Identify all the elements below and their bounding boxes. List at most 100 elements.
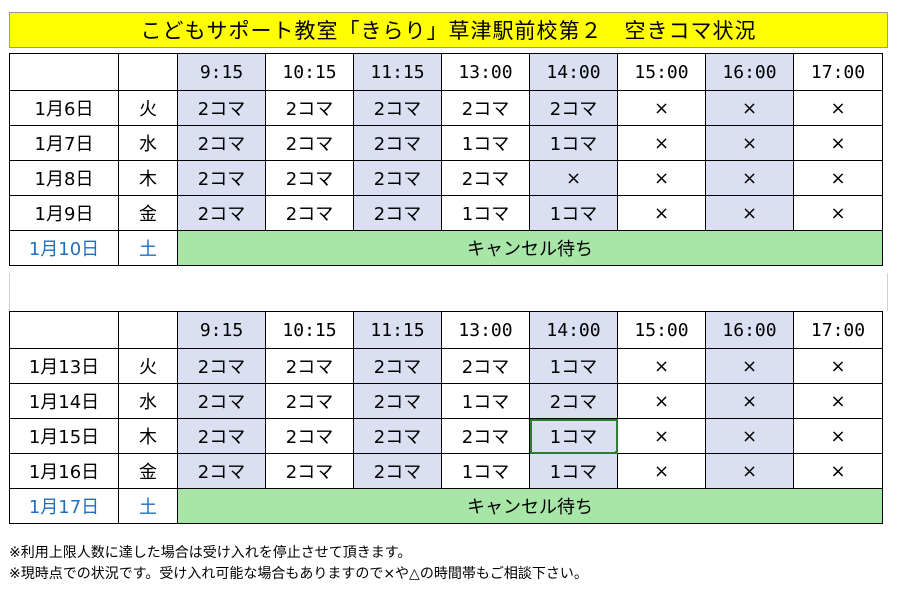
- slot-cell[interactable]: 2コマ: [529, 383, 618, 419]
- slot-cell[interactable]: ×: [617, 348, 706, 384]
- slot-cell[interactable]: 2コマ: [353, 418, 442, 454]
- slot-cell[interactable]: 2コマ: [353, 383, 442, 419]
- slot-cell[interactable]: ×: [793, 160, 883, 196]
- slot-cell[interactable]: ×: [529, 160, 618, 196]
- date-cell[interactable]: 1月7日: [9, 125, 119, 161]
- slot-cell[interactable]: 2コマ: [177, 348, 266, 384]
- day-of-week-cell[interactable]: 火: [118, 348, 178, 384]
- slot-cell[interactable]: 2コマ: [177, 90, 266, 126]
- slot-cell[interactable]: 2コマ: [441, 418, 530, 454]
- time-header-cell[interactable]: 17:00: [793, 311, 883, 349]
- day-of-week-cell[interactable]: 火: [118, 90, 178, 126]
- slot-cell[interactable]: ×: [617, 453, 706, 489]
- time-header-cell[interactable]: 15:00: [617, 53, 706, 91]
- slot-cell[interactable]: ×: [793, 383, 883, 419]
- slot-cell[interactable]: ×: [793, 195, 883, 231]
- slot-cell[interactable]: 2コマ: [529, 90, 618, 126]
- slot-cell[interactable]: 1コマ: [441, 195, 530, 231]
- time-header-cell[interactable]: 16:00: [705, 53, 794, 91]
- date-cell[interactable]: 1月13日: [9, 348, 119, 384]
- slot-cell[interactable]: 1コマ: [441, 125, 530, 161]
- time-header-cell[interactable]: 10:15: [265, 311, 354, 349]
- time-header-cell[interactable]: 14:00: [529, 53, 618, 91]
- slot-cell[interactable]: 2コマ: [265, 418, 354, 454]
- header-date-cell[interactable]: [9, 53, 119, 91]
- day-of-week-cell[interactable]: 木: [118, 160, 178, 196]
- slot-cell[interactable]: 2コマ: [177, 195, 266, 231]
- slot-cell[interactable]: 1コマ: [529, 125, 618, 161]
- header-dow-cell[interactable]: [118, 311, 178, 349]
- time-header-cell[interactable]: 17:00: [793, 53, 883, 91]
- slot-cell[interactable]: ×: [793, 348, 883, 384]
- date-cell[interactable]: 1月6日: [9, 90, 119, 126]
- time-header-cell[interactable]: 13:00: [441, 53, 530, 91]
- slot-cell[interactable]: ×: [705, 453, 794, 489]
- time-header-cell[interactable]: 11:15: [353, 53, 442, 91]
- slot-cell[interactable]: ×: [705, 125, 794, 161]
- date-cell[interactable]: 1月14日: [9, 383, 119, 419]
- slot-cell[interactable]: 2コマ: [353, 90, 442, 126]
- day-of-week-cell[interactable]: 木: [118, 418, 178, 454]
- slot-cell[interactable]: ×: [617, 418, 706, 454]
- waitlist-cell[interactable]: キャンセル待ち: [177, 488, 883, 524]
- time-header-cell[interactable]: 13:00: [441, 311, 530, 349]
- slot-cell[interactable]: ×: [705, 348, 794, 384]
- day-of-week-cell[interactable]: 土: [118, 230, 178, 266]
- slot-cell[interactable]: ×: [793, 125, 883, 161]
- time-header-cell[interactable]: 11:15: [353, 311, 442, 349]
- slot-cell[interactable]: ×: [705, 90, 794, 126]
- slot-cell[interactable]: 2コマ: [353, 453, 442, 489]
- slot-cell[interactable]: 1コマ: [441, 383, 530, 419]
- slot-cell[interactable]: 1コマ: [529, 348, 618, 384]
- slot-cell[interactable]: 2コマ: [177, 125, 266, 161]
- slot-cell[interactable]: ×: [617, 90, 706, 126]
- slot-cell[interactable]: ×: [793, 418, 883, 454]
- slot-cell[interactable]: 1コマ: [529, 418, 618, 454]
- slot-cell[interactable]: ×: [793, 90, 883, 126]
- date-cell[interactable]: 1月16日: [9, 453, 119, 489]
- slot-cell[interactable]: 2コマ: [353, 125, 442, 161]
- day-of-week-cell[interactable]: 土: [118, 488, 178, 524]
- time-header-cell[interactable]: 9:15: [177, 311, 266, 349]
- day-of-week-cell[interactable]: 水: [118, 383, 178, 419]
- slot-cell[interactable]: 2コマ: [353, 348, 442, 384]
- slot-cell[interactable]: 2コマ: [265, 125, 354, 161]
- slot-cell[interactable]: 1コマ: [529, 195, 618, 231]
- slot-cell[interactable]: 2コマ: [265, 383, 354, 419]
- waitlist-cell[interactable]: キャンセル待ち: [177, 230, 883, 266]
- slot-cell[interactable]: 2コマ: [177, 453, 266, 489]
- slot-cell[interactable]: ×: [705, 160, 794, 196]
- slot-cell[interactable]: 2コマ: [265, 348, 354, 384]
- slot-cell[interactable]: 2コマ: [177, 383, 266, 419]
- slot-cell[interactable]: 2コマ: [177, 418, 266, 454]
- slot-cell[interactable]: 1コマ: [529, 453, 618, 489]
- time-header-cell[interactable]: 14:00: [529, 311, 618, 349]
- header-dow-cell[interactable]: [118, 53, 178, 91]
- day-of-week-cell[interactable]: 金: [118, 195, 178, 231]
- slot-cell[interactable]: ×: [793, 453, 883, 489]
- slot-cell[interactable]: 2コマ: [353, 160, 442, 196]
- date-cell[interactable]: 1月15日: [9, 418, 119, 454]
- date-cell[interactable]: 1月9日: [9, 195, 119, 231]
- slot-cell[interactable]: 2コマ: [441, 348, 530, 384]
- slot-cell[interactable]: 2コマ: [265, 453, 354, 489]
- date-cell[interactable]: 1月10日: [9, 230, 119, 266]
- slot-cell[interactable]: ×: [705, 383, 794, 419]
- date-cell[interactable]: 1月17日: [9, 488, 119, 524]
- slot-cell[interactable]: ×: [617, 383, 706, 419]
- slot-cell[interactable]: ×: [705, 195, 794, 231]
- slot-cell[interactable]: 2コマ: [177, 160, 266, 196]
- time-header-cell[interactable]: 9:15: [177, 53, 266, 91]
- slot-cell[interactable]: ×: [617, 195, 706, 231]
- slot-cell[interactable]: 1コマ: [441, 453, 530, 489]
- slot-cell[interactable]: ×: [617, 160, 706, 196]
- day-of-week-cell[interactable]: 金: [118, 453, 178, 489]
- date-cell[interactable]: 1月8日: [9, 160, 119, 196]
- slot-cell[interactable]: ×: [705, 418, 794, 454]
- slot-cell[interactable]: 2コマ: [441, 90, 530, 126]
- slot-cell[interactable]: 2コマ: [265, 195, 354, 231]
- header-date-cell[interactable]: [9, 311, 119, 349]
- slot-cell[interactable]: ×: [617, 125, 706, 161]
- slot-cell[interactable]: 2コマ: [265, 160, 354, 196]
- slot-cell[interactable]: 2コマ: [441, 160, 530, 196]
